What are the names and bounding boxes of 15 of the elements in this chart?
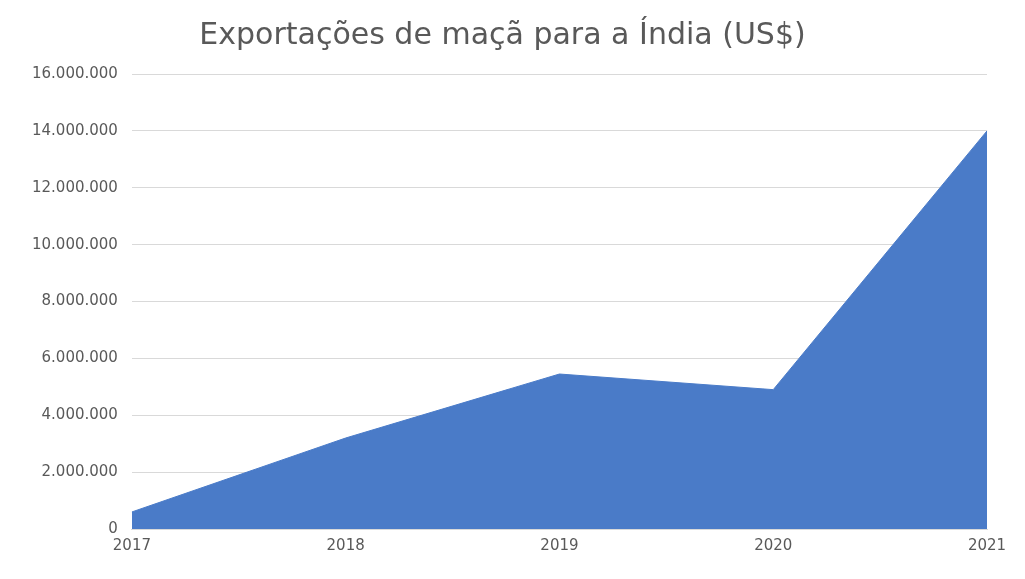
x-tick-label: 2020 xyxy=(754,535,793,554)
y-tick-label: 10.000.000 xyxy=(31,234,118,253)
y-tick-label: 16.000.000 xyxy=(31,63,118,82)
y-tick-label: 0 xyxy=(108,518,118,537)
chart-title: Exportações de maçã para a Índia (US$) xyxy=(199,15,806,51)
x-tick-label: 2021 xyxy=(967,535,1007,554)
y-tick-label: 12.000.000 xyxy=(31,177,118,196)
x-tick-label: 2019 xyxy=(540,535,579,554)
y-tick-label: 2.000.000 xyxy=(41,462,118,481)
y-tick-label: 4.000.000 xyxy=(41,405,118,424)
y-tick-label: 14.000.000 xyxy=(31,120,118,139)
x-tick-label: 2018 xyxy=(326,535,365,554)
y-tick-label: 8.000.000 xyxy=(41,291,118,310)
x-tick-label: 2017 xyxy=(112,535,151,554)
y-tick-label: 6.000.000 xyxy=(41,348,118,367)
